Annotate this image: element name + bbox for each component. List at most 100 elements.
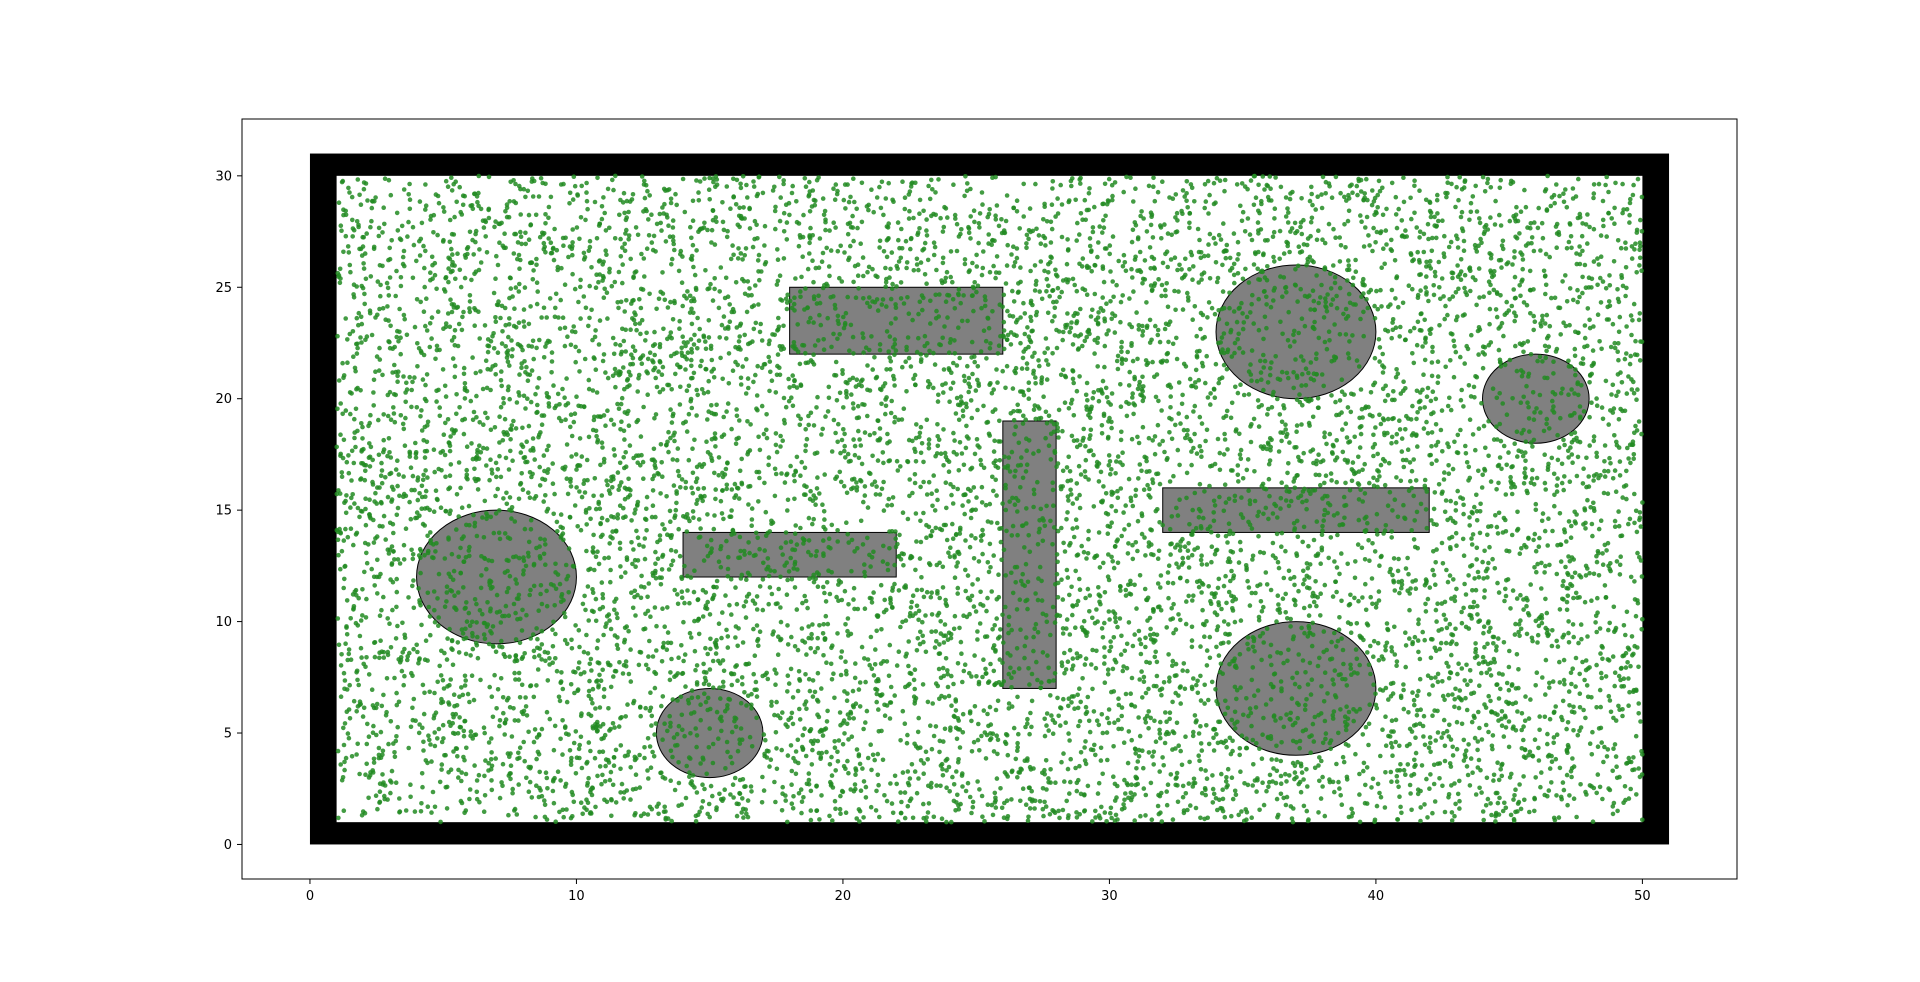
data-point [434, 399, 439, 404]
data-point [509, 516, 514, 521]
data-point [757, 546, 762, 552]
data-point [1577, 705, 1583, 710]
data-point [700, 498, 705, 504]
data-point [503, 455, 509, 461]
data-point [1521, 597, 1526, 602]
data-point [1334, 305, 1340, 311]
data-point [638, 434, 644, 439]
data-point [924, 228, 929, 233]
data-point [334, 491, 340, 497]
data-point [1557, 659, 1562, 665]
data-point [585, 800, 591, 805]
data-point [974, 674, 979, 679]
data-point [1054, 345, 1060, 351]
data-point [706, 378, 711, 384]
data-point [533, 391, 538, 397]
data-point [1534, 670, 1540, 675]
data-point [1035, 677, 1040, 683]
data-point [985, 595, 990, 601]
data-point [938, 451, 944, 457]
data-point [1547, 562, 1552, 568]
data-point [1223, 779, 1229, 784]
data-point [592, 199, 598, 205]
data-point [1087, 236, 1093, 241]
data-point [1493, 790, 1499, 796]
data-point [1224, 408, 1230, 414]
data-point [909, 762, 915, 767]
data-point [919, 587, 925, 593]
data-point [1406, 710, 1411, 715]
data-point [416, 661, 421, 666]
data-point [1628, 759, 1634, 765]
data-point [854, 206, 859, 212]
data-point [1164, 281, 1169, 286]
data-point [1612, 205, 1617, 211]
data-point [583, 217, 588, 223]
data-point [987, 346, 993, 351]
data-point [1424, 290, 1429, 295]
data-point [710, 741, 716, 747]
data-point [951, 782, 957, 787]
data-point [1300, 728, 1306, 734]
data-point [815, 670, 821, 676]
data-point [1198, 741, 1204, 746]
data-point [918, 629, 923, 635]
data-point [647, 350, 653, 356]
data-point [1565, 593, 1571, 599]
data-point [851, 279, 856, 285]
data-point [582, 490, 588, 495]
data-point [579, 454, 585, 459]
data-point [1303, 383, 1309, 388]
data-point [404, 332, 410, 338]
data-point [807, 240, 812, 246]
data-point [687, 293, 693, 299]
data-point [1483, 445, 1488, 451]
data-point [1028, 298, 1034, 304]
data-point [1051, 678, 1056, 683]
data-point [1207, 276, 1213, 281]
data-point [603, 248, 608, 253]
data-point [1091, 709, 1097, 714]
data-point [439, 762, 445, 767]
data-point [1339, 377, 1345, 383]
data-point [1199, 748, 1205, 753]
data-point [1500, 808, 1506, 814]
data-point [1374, 511, 1380, 517]
data-point [799, 799, 805, 804]
data-point [593, 596, 599, 602]
data-point [949, 492, 954, 498]
data-point [1523, 450, 1528, 455]
data-point [1497, 391, 1502, 396]
data-point [1132, 818, 1137, 823]
data-point [1455, 791, 1461, 797]
data-point [833, 430, 838, 436]
data-point [670, 754, 675, 760]
data-point [1479, 485, 1485, 490]
data-point [546, 443, 551, 449]
data-point [1143, 792, 1149, 798]
data-point [1214, 175, 1220, 181]
data-point [1615, 808, 1620, 814]
data-point [1271, 298, 1276, 303]
data-point [464, 745, 469, 751]
data-point [443, 178, 449, 184]
data-point [1462, 581, 1467, 587]
data-point [376, 417, 381, 423]
data-point [1493, 648, 1499, 653]
data-point [359, 655, 364, 660]
data-point [689, 357, 694, 363]
data-point [438, 673, 444, 678]
data-point [1429, 360, 1435, 365]
data-point [436, 615, 442, 620]
data-point [908, 184, 914, 189]
data-point [575, 193, 580, 198]
data-point [1192, 403, 1198, 409]
data-point [676, 526, 681, 532]
data-point [1281, 251, 1287, 256]
data-point [1044, 619, 1050, 625]
data-point [623, 659, 629, 664]
data-point [1542, 480, 1548, 486]
data-point [534, 756, 539, 762]
data-point [610, 335, 616, 341]
data-point [1186, 555, 1191, 560]
